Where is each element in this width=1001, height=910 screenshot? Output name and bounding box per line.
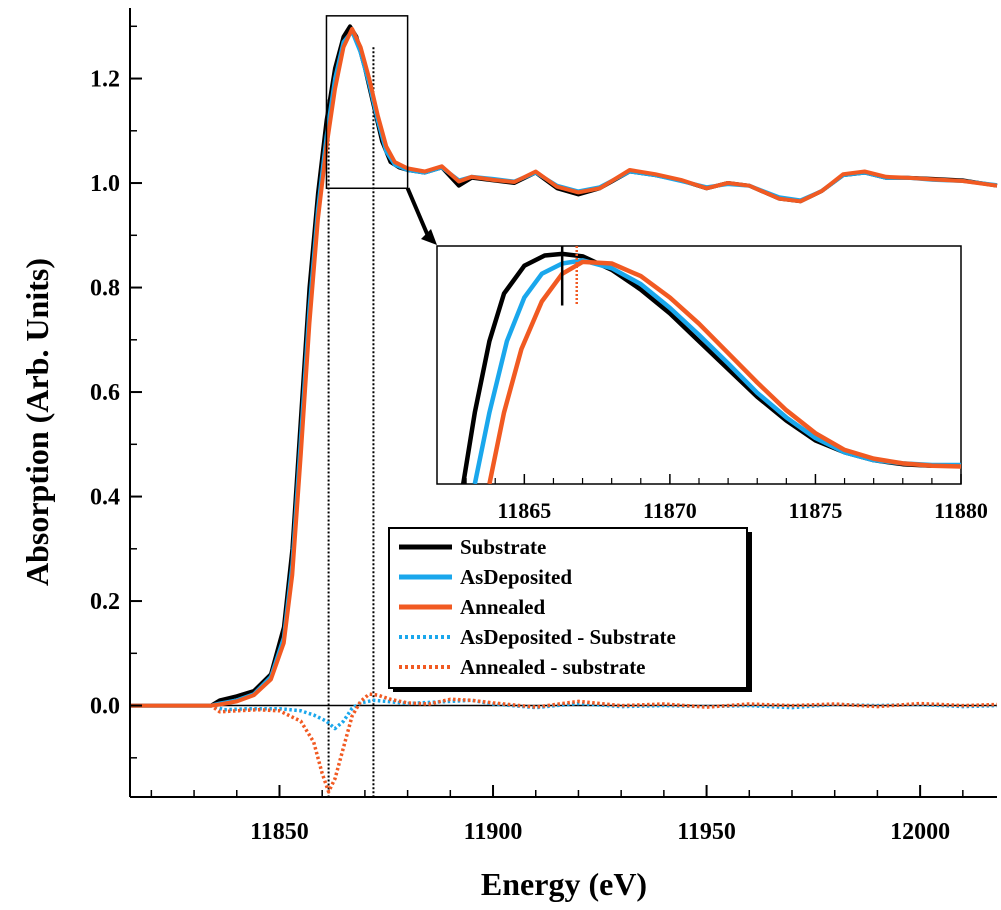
y-tick-label: 0.8 — [90, 276, 120, 302]
x-tick-label: 11850 — [250, 819, 309, 845]
inset-x-tick-label: 11870 — [643, 498, 697, 523]
zoom-arrow-head — [421, 229, 437, 245]
y-tick-label: 0.2 — [90, 589, 120, 615]
legend-label: Substrate — [460, 535, 546, 559]
x-axis-title: Energy (eV) — [481, 866, 647, 902]
y-tick-label: 1.2 — [90, 67, 120, 93]
y-axis-title: Absorption (Arb. Units) — [19, 258, 55, 586]
inset-frame — [436, 245, 962, 485]
y-tick-label: 0.0 — [90, 694, 120, 720]
series-line-4 — [130, 692, 998, 794]
main-plot-area: 0.0 0.2 0.4 0.6 0.8 1.0 1.2 11850 11900 11950 1200… — [90, 8, 998, 845]
inset-x-tick-label: 11865 — [497, 498, 551, 523]
inset-x-tick-label: 11880 — [934, 498, 988, 523]
y-tick-label: 0.6 — [90, 380, 120, 406]
x-tick-label: 11950 — [677, 819, 736, 845]
legend-label: Annealed — [460, 595, 546, 619]
x-tick-label: 11900 — [464, 819, 523, 845]
zoom-box — [325, 15, 409, 190]
inset-curves — [460, 251, 961, 484]
legend-label: Annealed - substrate — [460, 655, 646, 679]
legend-label: AsDeposited - Substrate — [460, 625, 676, 649]
x-tick-label: 12000 — [890, 819, 950, 845]
legend-label: AsDeposited — [460, 565, 572, 589]
y-tick-label: 1.0 — [90, 171, 120, 197]
legend-shadow-right — [747, 532, 752, 692]
y-tick-label: 0.4 — [90, 485, 120, 511]
zoom-arrow-line — [405, 187, 430, 237]
legend-shadow-bottom — [393, 688, 752, 692]
legend: Substrate AsDeposited Annealed AsDeposited … — [388, 527, 752, 692]
series-line-2 — [130, 26, 998, 708]
inset-series-line-2 — [487, 259, 961, 484]
inset-plot-area: 11865 11870 11875 11880 — [436, 245, 988, 523]
inset-x-tick-label: 11875 — [789, 498, 843, 523]
